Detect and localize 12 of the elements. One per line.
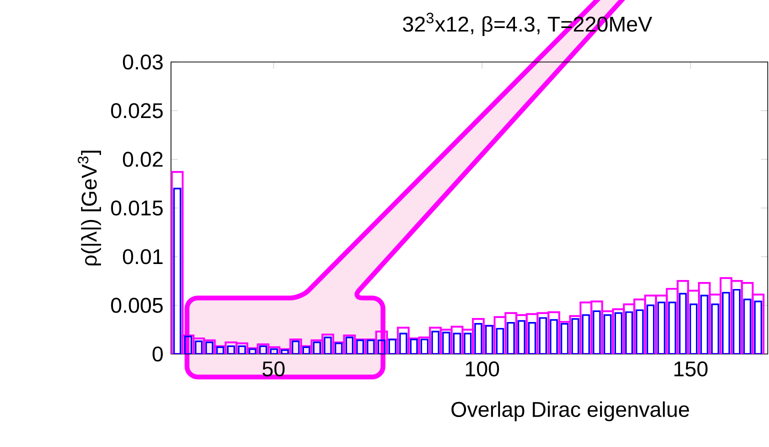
x-tick-label: 100 [466,361,500,376]
y-tick-label: 0.025 [111,103,163,118]
y-tick-label: 0 [152,346,163,362]
y-tick-label: 0.01 [122,249,163,264]
y-tick-label: 0.015 [111,200,163,216]
x-tick-label: 50 [262,361,285,376]
x-tick-label: 150 [674,361,708,376]
y-tick-label: 0.02 [122,152,163,167]
x-axis-title: Overlap Dirac eigenvalue [451,401,689,422]
y-tick-label: 0.005 [111,298,163,313]
y-tick-label: 0.03 [122,54,163,70]
y-axis-title: ρ(|λ|) [GeV$^{3}$] [78,150,102,266]
